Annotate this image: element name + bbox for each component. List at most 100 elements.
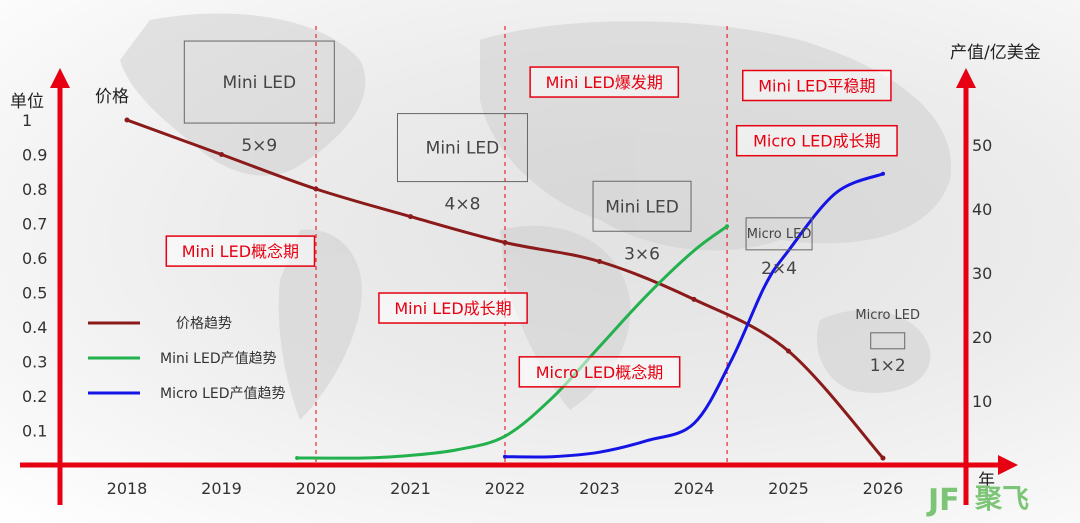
series-point-0 — [124, 117, 130, 123]
series-point-1 — [295, 455, 300, 460]
phase-text: Mini LED爆发期 — [546, 73, 663, 92]
x-tick-label: 2024 — [674, 479, 715, 498]
chip-annotation: Mini LED 5×9 — [183, 40, 335, 156]
chip-size: 1×2 — [870, 356, 906, 376]
series-point-0 — [502, 239, 508, 245]
left-tick-label: 0.1 — [22, 422, 47, 441]
right-tick-label: 30 — [972, 264, 992, 283]
phase-label: Mini LED成长期 — [378, 292, 528, 324]
series-point-0 — [691, 296, 697, 302]
jufei-logo: JF 聚飞 — [926, 483, 1029, 518]
series-point-0 — [219, 152, 224, 157]
chip-box — [183, 40, 335, 124]
chip-size: 5×9 — [241, 136, 277, 156]
left-tick-label: 0.3 — [22, 353, 47, 372]
phase-box — [518, 356, 681, 388]
chip-annotation: Micro LED 2×4 — [745, 217, 813, 279]
series-line-1 — [295, 224, 729, 460]
legend-label: Micro LED产值趋势 — [160, 386, 286, 402]
chip-annotation: Mini LED 3×6 — [592, 180, 692, 264]
phase-box — [742, 69, 892, 102]
left-tick-label: 0.2 — [22, 387, 47, 406]
left-tick-label: 0.7 — [22, 215, 47, 234]
x-tick-label: 2023 — [579, 479, 620, 498]
phase-label: Mini LED爆发期 — [529, 66, 680, 98]
phase-label: Micro LED概念期 — [518, 356, 681, 388]
series-point-1 — [725, 224, 730, 229]
legend-item: 价格趋势 — [88, 316, 232, 332]
left-tick-label: 0.8 — [22, 180, 47, 199]
price-label: 价格 — [95, 87, 129, 107]
series-lines — [124, 117, 886, 461]
phase-text: Mini LED概念期 — [182, 242, 299, 261]
x-tick-label: 2025 — [768, 479, 809, 498]
series-point-2 — [503, 454, 507, 459]
left-tick-label: 0.9 — [22, 146, 47, 165]
logo-name: 聚飞 — [974, 484, 1029, 515]
series-point-0 — [880, 455, 886, 461]
right-tick-label: 50 — [972, 136, 992, 155]
x-tick-label: 2019 — [201, 479, 242, 498]
series-point-0 — [786, 348, 791, 354]
chip-size-annotations: Mini LED 5×9 Mini LED 4×8 Mini LED 3×6 Micro L… — [183, 40, 920, 376]
right-tick-label: 40 — [972, 200, 992, 219]
chip-size: 3×6 — [624, 244, 660, 264]
legend: 价格趋势 Mini LED产值趋势 Micro LED产值趋势 — [88, 316, 286, 402]
chip-label: Micro LED — [747, 227, 812, 242]
phase-text: Micro LED概念期 — [536, 363, 664, 382]
series-point-0 — [313, 186, 319, 192]
left-axis-ticks: 1 0.9 0.8 0.7 0.6 0.5 0.4 0.3 0.2 0.1 — [22, 111, 47, 441]
chip-box — [745, 217, 813, 251]
x-tick-label: 2026 — [863, 479, 904, 498]
legend-label: 价格趋势 — [176, 316, 232, 332]
chip-label: Mini LED — [222, 73, 296, 93]
chip-box — [870, 332, 906, 350]
left-tick-label: 0.5 — [22, 284, 47, 303]
chip-size: 2×4 — [761, 259, 797, 279]
x-tick-label: 2022 — [485, 479, 526, 498]
chip-label: Mini LED — [605, 197, 679, 217]
phase-label: Mini LED平稳期 — [742, 69, 892, 102]
phase-label: Micro LED成长期 — [735, 124, 898, 157]
phase-text: Mini LED平稳期 — [758, 77, 875, 96]
series-point-2 — [881, 171, 885, 176]
phase-text: Mini LED成长期 — [394, 299, 511, 318]
left-tick-label: 1 — [22, 111, 32, 130]
chip-annotation: Micro LED 1×2 — [855, 308, 920, 376]
x-axis-title: 年 — [978, 471, 995, 491]
chip-box — [396, 113, 528, 183]
chip-box — [592, 180, 692, 232]
phase-labels: Mini LED概念期 Mini LED成长期 Micro LED概念期 Mini L… — [165, 66, 898, 388]
left-tick-label: 0.4 — [22, 318, 47, 337]
right-tick-label: 20 — [972, 328, 992, 347]
phase-box — [378, 292, 528, 324]
right-axis-ticks: 50 40 30 20 10 — [972, 136, 992, 411]
legend-label: Mini LED产值趋势 — [160, 351, 277, 367]
series-point-0 — [408, 214, 413, 220]
phase-box — [165, 235, 316, 267]
axes — [20, 68, 1018, 505]
series-line-2 — [503, 172, 885, 459]
legend-item: Micro LED产值趋势 — [88, 386, 286, 402]
x-tick-label: 2020 — [296, 479, 337, 498]
phase-box — [735, 124, 898, 157]
right-axis-title: 产值/亿美金 — [950, 43, 1041, 63]
phase-text: Micro LED成长期 — [753, 132, 881, 151]
logo-mark: JF — [926, 483, 960, 518]
x-tick-label: 2018 — [107, 479, 148, 498]
phase-label: Mini LED概念期 — [165, 235, 316, 267]
chip-label: Micro LED — [855, 308, 920, 323]
chip-label: Mini LED — [426, 139, 500, 159]
left-axis-title: 单位 — [10, 92, 44, 112]
left-tick-label: 0.6 — [22, 249, 47, 268]
x-axis-ticks: 2018 2019 2020 2021 2022 2023 2024 2025 2026 — [107, 479, 904, 498]
series-point-0 — [597, 258, 602, 264]
right-tick-label: 10 — [972, 392, 992, 411]
x-tick-label: 2021 — [390, 479, 431, 498]
chip-size: 4×8 — [445, 195, 481, 215]
legend-item: Mini LED产值趋势 — [88, 351, 277, 367]
chip-annotation: Mini LED 4×8 — [396, 113, 528, 215]
phase-box — [529, 66, 680, 98]
